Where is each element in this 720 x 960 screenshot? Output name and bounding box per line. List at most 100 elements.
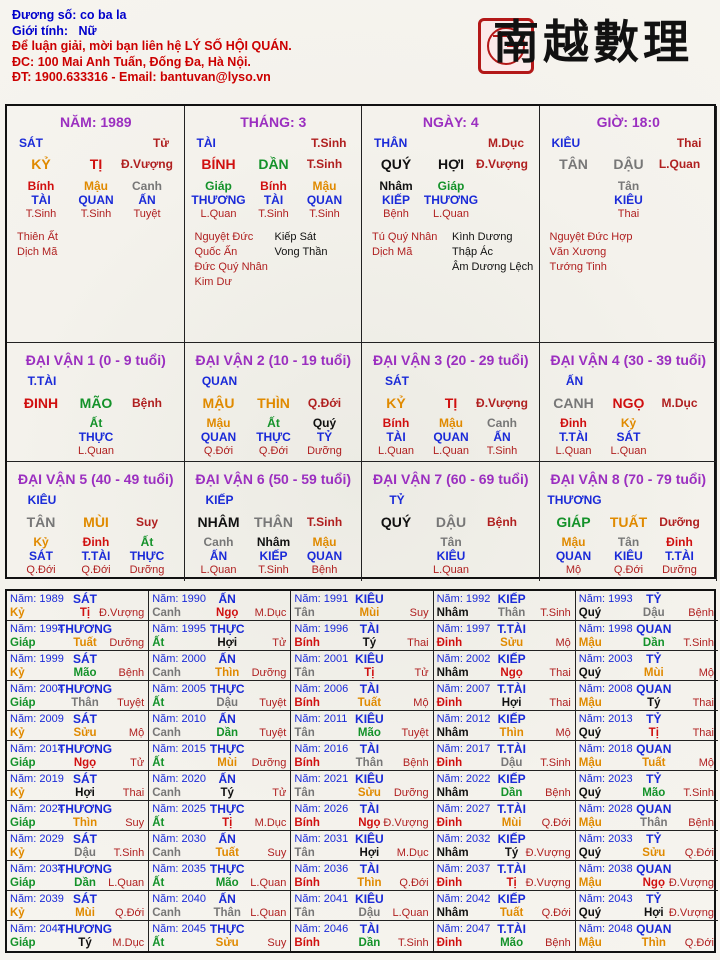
- dai-van-hidden-god: THỰC: [78, 430, 114, 444]
- year-life: Thai: [692, 697, 714, 709]
- pillar-hidden-phase: L.Quan: [200, 208, 237, 220]
- dai-van-title: ĐẠI VẬN 1 (0 - 9 tuổi): [25, 352, 166, 368]
- year-god: SÁT: [73, 652, 97, 666]
- pillar-hidden-phase: T.Sinh: [309, 208, 340, 220]
- pillar-god: KIÊU: [551, 136, 581, 150]
- year-chi: Tị: [506, 877, 517, 889]
- dai-van-title: ĐẠI VẬN 4 (30 - 39 tuổi): [550, 352, 707, 368]
- dai-van-hidden-god: ẤN: [493, 430, 511, 444]
- year-life: Bệnh: [688, 607, 714, 619]
- year-god: KIẾP: [497, 652, 526, 666]
- year-label: Năm: 2037: [436, 863, 491, 875]
- year-chi: Tuất: [357, 697, 382, 709]
- pillar-hidden-stem: Nhâm: [379, 179, 413, 193]
- pillar-can: KỶ: [31, 156, 51, 172]
- dai-van-hidden-phase: Mộ: [565, 564, 582, 576]
- year-life: L.Quan: [250, 877, 287, 889]
- year-can: Kỷ: [10, 847, 25, 859]
- year-life: Đ.Vượng: [383, 817, 429, 829]
- year-label: Năm: 2044: [10, 923, 64, 935]
- year-life: Suy: [267, 937, 287, 949]
- dai-van-cell: ĐẠI VẬN 8 (70 - 79 tuổi) THƯƠNG GIÁP TUẤT Dư…: [540, 462, 717, 581]
- year-can: Giáp: [10, 877, 36, 889]
- pillar-god: THÂN: [374, 136, 408, 150]
- year-chi: Thìn: [499, 727, 524, 739]
- year-can: Đinh: [436, 697, 463, 709]
- year-life: Thai: [122, 787, 145, 799]
- year-can: Quý: [578, 727, 602, 739]
- year-life: Tử: [130, 757, 145, 769]
- year-label: Năm: 2032: [436, 833, 491, 845]
- year-cell: Năm: 2042 KIẾP Nhâm Tuất Q.Đới: [433, 891, 576, 921]
- year-chi: Tị: [222, 817, 233, 829]
- dai-van-hidden-phase: Q.Đới: [258, 445, 289, 457]
- dai-van-hidden-phase: Q.Đới: [613, 564, 644, 576]
- year-chi: Tuất: [499, 907, 524, 919]
- dai-van-title: ĐẠI VẬN 3 (20 - 29 tuổi): [372, 352, 529, 368]
- year-god: KIÊU: [355, 592, 384, 606]
- year-chi: Tý: [504, 847, 519, 859]
- pillar-star: Thập Ác: [452, 246, 493, 258]
- year-life: Đ.Vượng: [525, 877, 571, 889]
- year-label: Năm: 1991: [294, 593, 349, 605]
- year-label: Năm: 2028: [578, 803, 633, 815]
- year-cell: Năm: 2037 T.TÀI Đinh Tị Đ.Vượng: [433, 861, 576, 891]
- dai-van-hidden-phase: Q.Đới: [26, 564, 56, 576]
- header-contact-2: ĐC: 100 Mai Anh Tuấn, Đống Đa, Hà Nội.: [12, 54, 251, 69]
- year-god: KIẾP: [497, 832, 526, 846]
- pillar-title: NĂM: 1989: [59, 114, 132, 130]
- year-cell: Năm: 2022 KIẾP Nhâm Dần Bệnh: [433, 771, 576, 801]
- year-god: T.TÀI: [497, 922, 526, 936]
- year-chi: Mùi: [643, 667, 664, 679]
- year-god: T.TÀI: [497, 802, 526, 816]
- year-chi: Mùi: [359, 607, 380, 619]
- year-can: Bính: [294, 757, 320, 769]
- year-cell: Năm: 2011 KIÊU Tân Mão Tuyệt: [291, 711, 434, 741]
- pillar-hidden-phase: Bệnh: [383, 208, 409, 220]
- year-cell: Năm: 2001 KIÊU Tân Tị Tử: [291, 651, 434, 681]
- year-can: Ất: [152, 877, 165, 889]
- year-god: TỶ: [646, 712, 662, 726]
- dai-van-chi: MÙI: [83, 514, 109, 530]
- dai-van-hidden-phase: L.Quan: [377, 445, 415, 457]
- header-contact-3: ĐT: 1900.633316 - Email: bantuvan@lyso.v…: [12, 70, 271, 84]
- year-cell: Năm: 1994 THƯƠNG Giáp Tuất Dưỡng: [7, 621, 150, 651]
- pillar-chi: DẦN: [258, 156, 289, 172]
- year-cell: Năm: 2048 QUAN Mậu Thìn Q.Đới: [576, 921, 718, 951]
- dai-van-can: KỶ: [386, 395, 406, 411]
- dai-van-title: ĐẠI VẬN 7 (60 - 69 tuổi): [372, 471, 529, 487]
- year-can: Bính: [294, 817, 320, 829]
- dai-van-hidden-god: THỰC: [256, 430, 291, 444]
- year-chi: Mão: [357, 727, 381, 739]
- dai-van-hidden-stem: Canh: [487, 416, 517, 430]
- year-can: Mậu: [578, 877, 602, 889]
- year-cell: Năm: 1999 SÁT Kỷ Mão Bệnh: [7, 651, 150, 681]
- year-cell: Năm: 2032 KIẾP Nhâm Tý Đ.Vượng: [433, 831, 576, 861]
- year-life: Mộ: [413, 697, 429, 709]
- year-label: Năm: 1998: [578, 623, 633, 635]
- year-cell: Năm: 1989 SÁT Kỷ Tị Đ.Vượng: [7, 591, 150, 621]
- year-label: Năm: 2031: [294, 833, 349, 845]
- year-life: L.Quan: [250, 907, 287, 919]
- year-label: Năm: 2021: [294, 773, 349, 785]
- year-god: THƯƠNG: [57, 682, 113, 696]
- year-cell: Năm: 2041 KIÊU Tân Dậu L.Quan: [291, 891, 434, 921]
- year-chi: Mão: [215, 877, 239, 889]
- year-god: T.TÀI: [497, 682, 526, 696]
- dai-van-hidden-stem: Mậu: [439, 416, 463, 430]
- year-label: Năm: 2047: [436, 923, 491, 935]
- year-cell: Năm: 2016 TÀI Bính Thân Bệnh: [291, 741, 434, 771]
- pillar-star: Dịch Mã: [372, 246, 413, 258]
- year-life: Tuyệt: [259, 727, 287, 739]
- year-label: Năm: 1996: [294, 623, 349, 635]
- year-label: Năm: 2029: [10, 833, 64, 845]
- pillar-star: Quốc Ấn: [194, 246, 238, 258]
- year-can: Canh: [152, 727, 181, 739]
- year-can: Quý: [578, 907, 602, 919]
- year-life: Q.Đới: [399, 877, 429, 889]
- year-chi: Tý: [220, 787, 234, 799]
- year-can: Nhâm: [436, 847, 469, 859]
- year-cell: Năm: 2039 SÁT Kỷ Mùi Q.Đới: [7, 891, 150, 921]
- year-god: KIÊU: [355, 712, 384, 726]
- pillar-hidden-god: TÀI: [263, 193, 284, 207]
